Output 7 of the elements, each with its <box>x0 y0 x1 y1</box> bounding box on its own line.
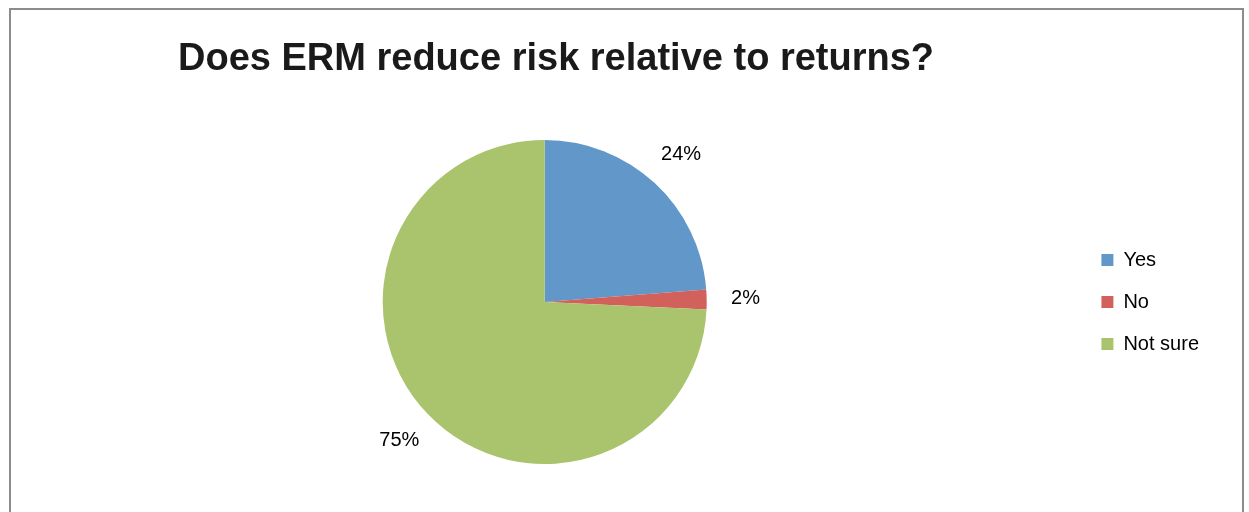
data-label: 24% <box>661 142 702 165</box>
legend-label: Yes <box>1123 247 1157 270</box>
chart-title: Does ERM reduce risk relative to returns? <box>178 36 935 79</box>
legend-label: Not sure <box>1123 331 1200 354</box>
data-label: 2% <box>731 286 761 309</box>
data-label: 75% <box>379 428 420 451</box>
legend-label: No <box>1123 289 1149 312</box>
